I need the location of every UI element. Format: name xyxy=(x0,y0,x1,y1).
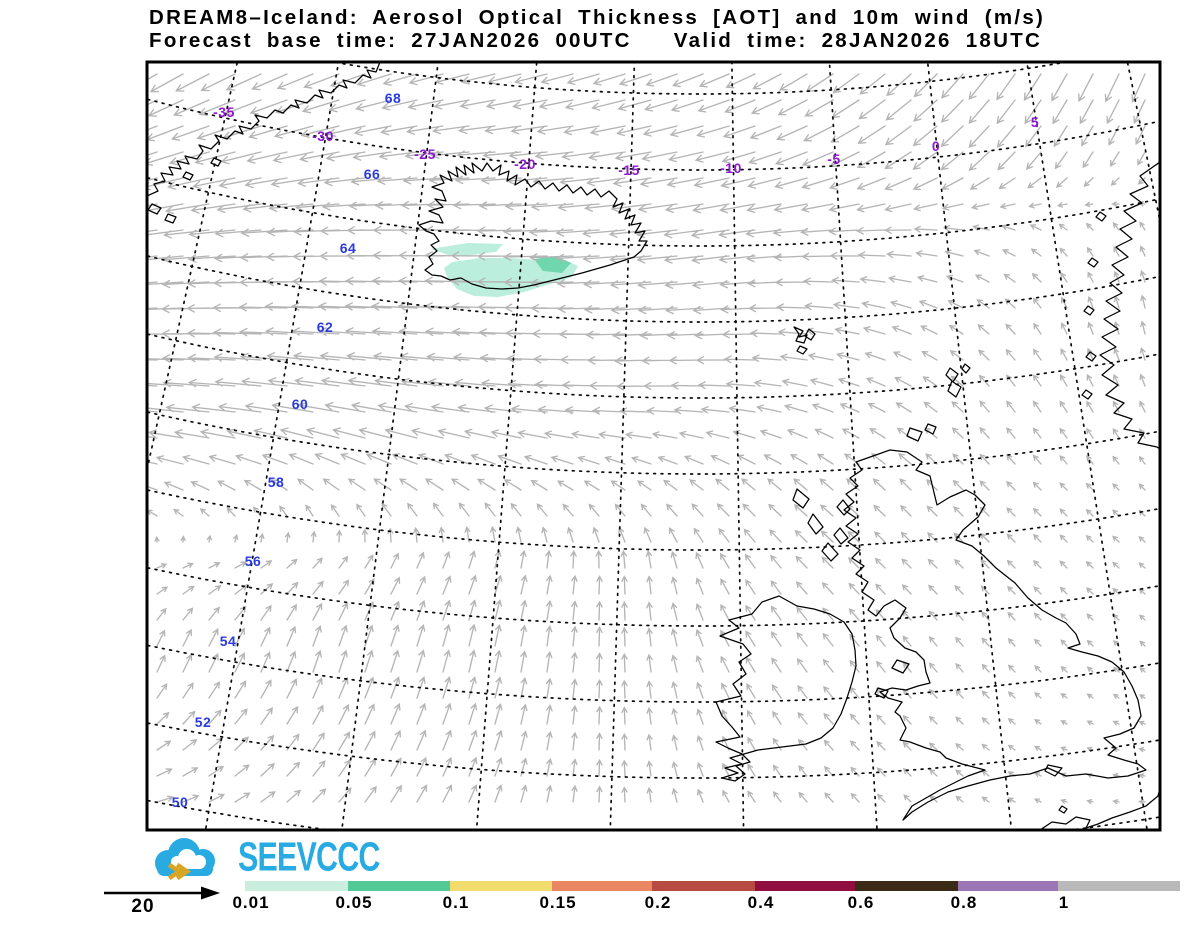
lat-label: 50 xyxy=(172,794,189,810)
seevccc-logo: SEEVCCC xyxy=(146,833,420,883)
seevccc-cloud-icon xyxy=(155,838,215,881)
lat-label: 62 xyxy=(317,319,334,335)
lon-label: 5 xyxy=(1031,114,1039,130)
lon-label: -25 xyxy=(414,146,436,162)
reference-arrow-icon xyxy=(104,886,220,900)
coastlines xyxy=(148,63,1159,829)
chart-title: DREAM8–Iceland: Aerosol Optical Thicknes… xyxy=(149,6,1046,29)
lon-label: -30 xyxy=(312,128,334,144)
lat-label: 56 xyxy=(245,553,262,569)
wind-reference-value: 20 xyxy=(131,896,155,917)
lon-label: -5 xyxy=(827,151,840,167)
lat-label: 58 xyxy=(268,474,285,490)
lon-label: 0 xyxy=(932,138,940,154)
wind-reference-arrow: 20 xyxy=(100,882,240,926)
lon-label: -15 xyxy=(618,162,640,178)
lat-label: 66 xyxy=(364,166,381,182)
lat-label: 54 xyxy=(220,633,237,649)
aot-low-band-west xyxy=(430,243,503,257)
chart-subtitle: Forecast base time: 27JAN2026 00UTC Vali… xyxy=(149,29,1043,52)
lon-label: -35 xyxy=(213,104,235,120)
lat-label: 64 xyxy=(340,240,357,256)
lat-label: 60 xyxy=(292,396,309,412)
seevccc-logo-text: SEEVCCC xyxy=(238,835,380,880)
lat-label: 68 xyxy=(385,90,402,106)
lat-label: 52 xyxy=(195,714,212,730)
lon-label: -10 xyxy=(720,160,742,176)
logo-arrow-icon xyxy=(167,862,191,881)
map-frame xyxy=(145,60,1162,832)
lon-label: -20 xyxy=(514,156,536,172)
